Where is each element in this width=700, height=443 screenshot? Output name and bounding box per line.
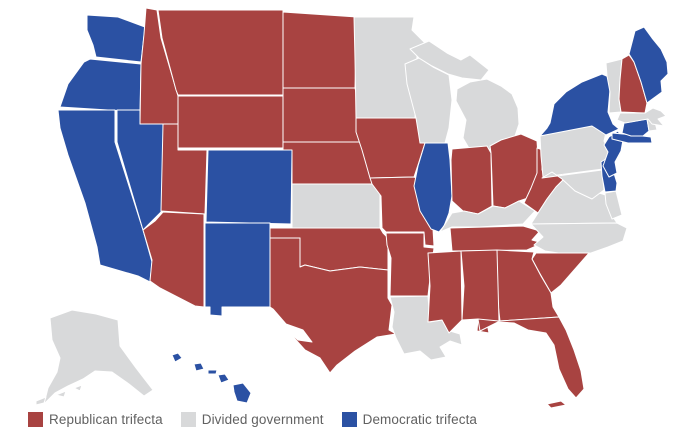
state-texas[interactable] xyxy=(269,237,397,374)
state-wyoming[interactable] xyxy=(177,95,284,149)
state-tennessee[interactable] xyxy=(449,225,544,252)
republican-swatch xyxy=(28,412,43,427)
democratic-swatch xyxy=(341,412,357,427)
state-colorado[interactable] xyxy=(205,149,293,225)
state-new-mexico[interactable] xyxy=(204,222,271,317)
state-indiana[interactable] xyxy=(450,145,493,215)
state-utah[interactable] xyxy=(160,123,208,215)
state-alabama[interactable] xyxy=(460,249,500,334)
state-massachusetts[interactable] xyxy=(616,107,667,127)
state-mississippi[interactable] xyxy=(427,250,463,334)
state-oregon[interactable] xyxy=(59,58,142,113)
state-maine[interactable] xyxy=(628,26,669,104)
legend-item-divided: Divided government xyxy=(180,412,324,427)
state-north-dakota[interactable] xyxy=(282,11,358,89)
legend-item-democratic: Democratic trifecta xyxy=(341,412,478,427)
republican-label: Republican trifecta xyxy=(49,412,163,427)
state-arkansas[interactable] xyxy=(385,232,435,297)
state-arizona[interactable] xyxy=(142,211,205,308)
divided-label: Divided government xyxy=(201,412,324,427)
divided-swatch xyxy=(180,412,196,427)
democratic-label: Democratic trifecta xyxy=(362,412,478,427)
state-north-carolina[interactable] xyxy=(530,222,628,255)
state-michigan[interactable] xyxy=(409,40,520,151)
legend: Republican trifecta Divided government D… xyxy=(28,412,477,427)
state-hawaii[interactable] xyxy=(171,352,252,404)
state-florida[interactable] xyxy=(477,316,585,409)
state-washington[interactable] xyxy=(86,14,146,63)
state-california[interactable] xyxy=(57,109,153,283)
state-south-dakota[interactable] xyxy=(282,87,362,143)
state-nebraska[interactable] xyxy=(282,141,373,185)
state-montana[interactable] xyxy=(157,9,284,96)
legend-item-republican: Republican trifecta xyxy=(28,412,163,427)
state-alaska[interactable] xyxy=(35,309,154,406)
state-kansas[interactable] xyxy=(291,183,381,229)
